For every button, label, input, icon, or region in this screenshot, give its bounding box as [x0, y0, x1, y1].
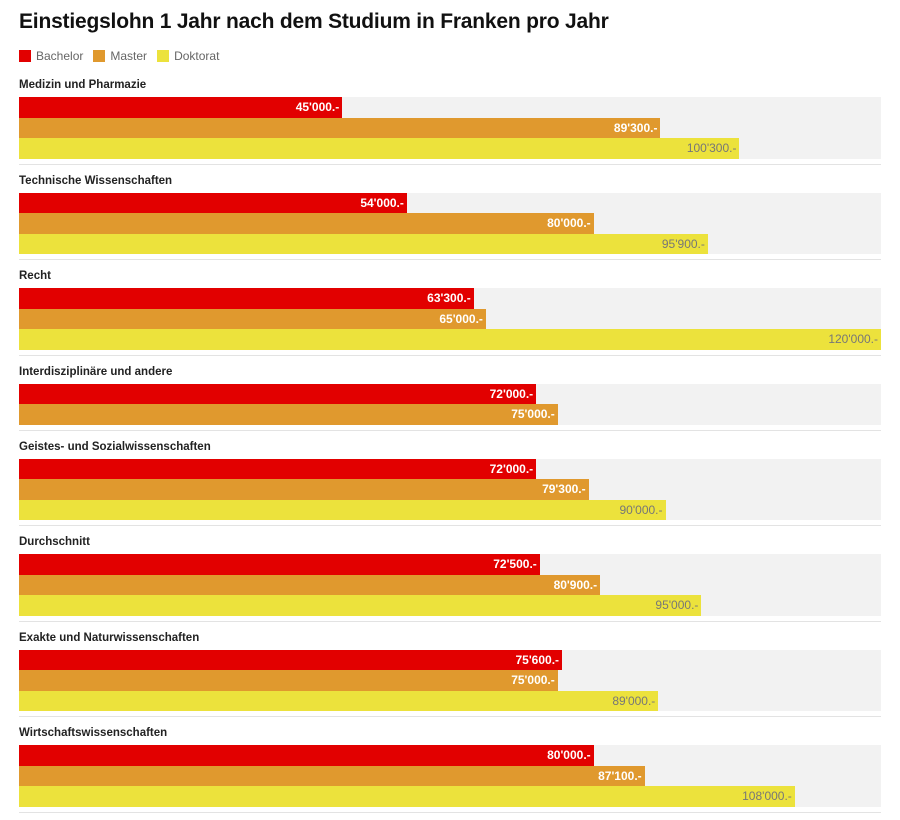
bar-master: 87'100.- [19, 765, 645, 786]
legend-item: Bachelor [19, 49, 83, 63]
bar-master: 80'000.- [19, 213, 594, 234]
data-label: 80'000.- [547, 748, 591, 762]
data-label: 100'300.- [686, 141, 737, 155]
bar-doktorat: 95'900.- [19, 233, 708, 254]
legend-swatch [19, 50, 31, 62]
bar-bachelor: 72'500.- [19, 554, 540, 575]
data-label: 87'100.- [598, 768, 642, 783]
bar-groups: Medizin und Pharmazie 45'000.- 89'300.- 100… [19, 76, 881, 820]
category-group: Interdisziplinäre und andere 72'000.- 75'0… [19, 363, 881, 431]
category-label: Durchschnitt [19, 536, 90, 548]
category-group: Exakte und Naturwissenschaften 75'600.- 75… [19, 629, 881, 717]
bar-bachelor: 75'600.- [19, 649, 563, 670]
data-label: 95'900.- [661, 236, 705, 251]
legend-swatch [93, 50, 106, 62]
category-group: Recht 63'300.- 65'000.- 120'000.- [19, 267, 881, 356]
bar-bachelor: 54'000.- [19, 192, 407, 213]
data-label: 90'000.- [619, 502, 663, 517]
data-label: 75'000.- [511, 673, 555, 687]
bar-master: 65'000.- [19, 308, 486, 329]
category-label: Recht [19, 270, 51, 282]
data-label: 80'900.- [553, 577, 598, 592]
bar-track: 54'000.- 80'000.- 95'900.- [19, 192, 881, 254]
bar-track: 45'000.- 89'300.- 100'300.- [19, 97, 881, 159]
bar-doktorat: 108'000.- [19, 786, 795, 807]
category-label: Technische Wissenschaften [19, 174, 173, 187]
category-group: Geistes- und Sozialwissenschaften 72'000.… [19, 438, 881, 526]
data-label: 65'000.- [439, 311, 483, 326]
data-label: 75'000.- [511, 407, 555, 421]
legend-swatch [157, 50, 170, 62]
category-group: Wirtschaftswissenschaften 80'000.- 87'100.… [19, 724, 881, 813]
bar-track: 80'000.- 87'100.- 108'000.- [19, 745, 881, 807]
bar-master: 89'300.- [19, 117, 661, 138]
data-label: 72'000.- [489, 386, 534, 401]
category-label: Geistes- und Sozialwissenschaften [19, 440, 211, 453]
category-label: Interdisziplinäre und andere [19, 365, 173, 378]
data-label: 72'500.- [493, 557, 537, 571]
legend: Bachelor Master Doktorat [19, 49, 219, 63]
bar-track: 72'000.- 79'300.- 90'000.- [19, 458, 881, 520]
category-label: Medizin und Pharmazie [19, 79, 147, 91]
bar-track: 75'600.- 75'000.- 89'000.- [19, 649, 881, 711]
bar-doktorat: 95'000.- [19, 595, 702, 616]
data-label: 54'000.- [360, 195, 404, 210]
bar-master: 75'000.- [19, 670, 558, 691]
bar-track: 72'000.- 75'000.- [19, 383, 881, 425]
chart-title: Einstiegslohn 1 Jahr nach dem Studium in… [19, 10, 609, 33]
legend-label: Doktorat [174, 49, 220, 63]
bar-bachelor: 45'000.- [19, 97, 343, 118]
data-label: 89'000.- [612, 693, 656, 708]
bar-bachelor: 72'000.- [19, 458, 537, 479]
data-label: 63'300.- [427, 291, 471, 305]
bar-bachelor: 80'000.- [19, 745, 594, 766]
data-label: 75'600.- [515, 652, 560, 667]
bar-bachelor: 63'300.- [19, 288, 474, 309]
bar-master: 80'900.- [19, 574, 601, 595]
data-label: 79'300.- [542, 482, 586, 496]
legend-item: Doktorat [157, 49, 219, 63]
category-group: Medizin und Pharmazie 45'000.- 89'300.- 100… [19, 76, 881, 165]
data-label: 80'000.- [547, 216, 591, 230]
bar-bachelor: 72'000.- [19, 383, 537, 404]
bar-doktorat: 90'000.- [19, 499, 666, 520]
bar-master: 75'000.- [19, 404, 558, 425]
bar-doktorat: 89'000.- [19, 690, 659, 711]
data-label: 108'000.- [742, 789, 792, 803]
legend-label: Master [110, 49, 148, 63]
legend-item: Master [93, 49, 147, 63]
category-label: Wirtschaftswissenschaften [19, 727, 168, 739]
category-label: Exakte und Naturwissenschaften [19, 631, 200, 644]
data-label: 120'000.- [828, 332, 878, 346]
data-label: 45'000.- [295, 100, 340, 114]
legend-label: Bachelor [36, 49, 84, 63]
category-group: Durchschnitt 72'500.- 80'900.- 95'000.- [19, 533, 881, 622]
bar-doktorat: 100'300.- [19, 138, 740, 159]
bar-track: 72'500.- 80'900.- 95'000.- [19, 554, 881, 616]
bar-doktorat: 120'000.- [19, 329, 881, 350]
data-label: 95'000.- [655, 598, 699, 612]
category-group: Technische Wissenschaften 54'000.- 80'000.… [19, 172, 881, 260]
bar-track: 63'300.- 65'000.- 120'000.- [19, 288, 881, 350]
bar-master: 79'300.- [19, 479, 589, 500]
data-label: 89'300.- [613, 120, 658, 135]
data-label: 72'000.- [489, 461, 534, 476]
